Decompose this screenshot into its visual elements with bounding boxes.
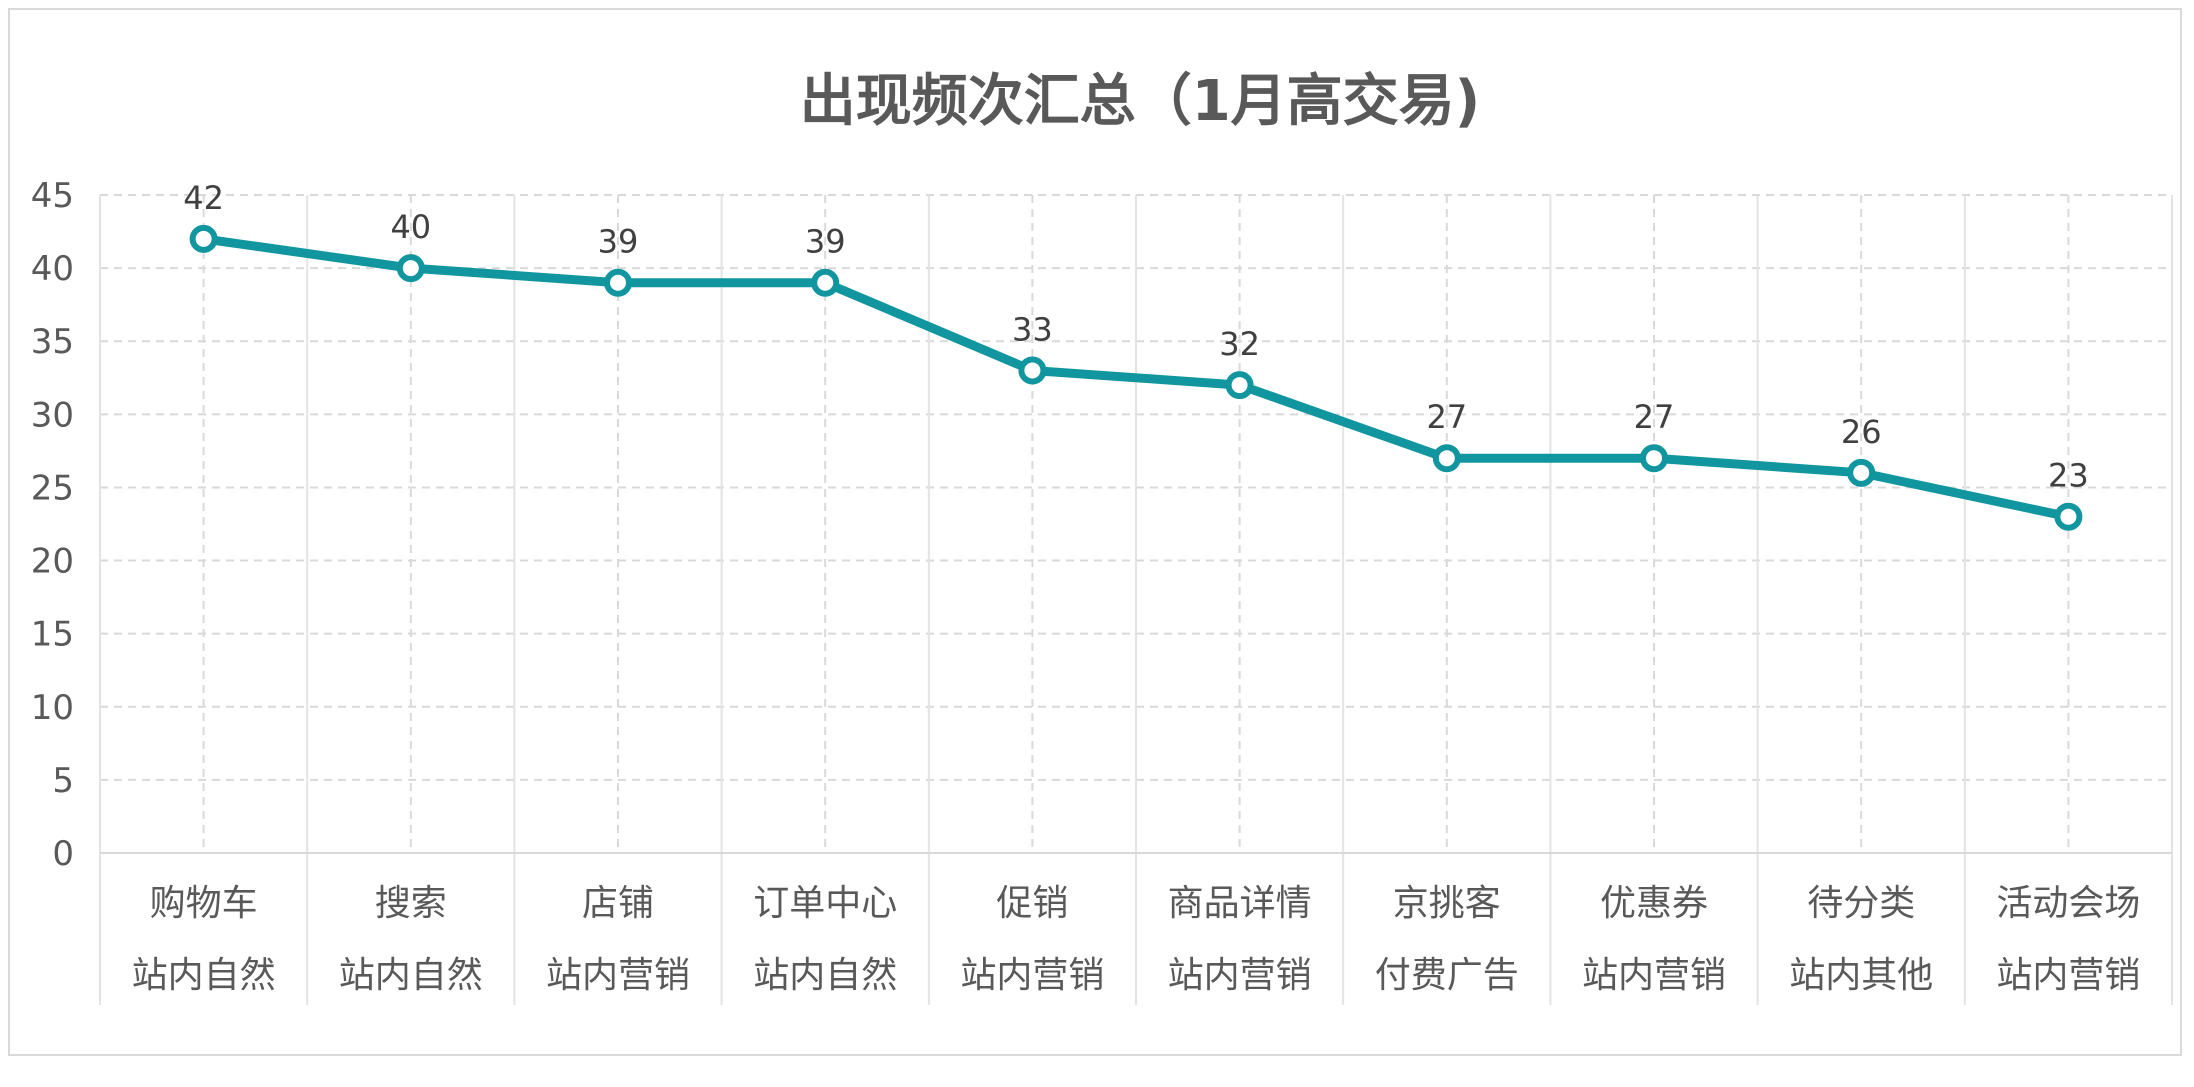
data-point [604, 268, 632, 297]
y-tick-label: 10 [31, 688, 74, 728]
x-tick-label: 活动会场 [1996, 883, 2140, 924]
data-point [811, 268, 840, 297]
x-tick-label: 站内自然 [132, 955, 276, 996]
data-label: 39 [805, 223, 846, 261]
grid [99, 194, 2173, 1005]
y-tick-label: 0 [52, 834, 74, 874]
x-tick-label: 站内自然 [339, 955, 483, 996]
x-tick-label: 站内营销 [1582, 955, 1726, 996]
data-point [2054, 502, 2083, 531]
data-label: 27 [1426, 398, 1467, 436]
x-tick-label: 站内自然 [753, 955, 897, 996]
data-label: 39 [598, 223, 639, 261]
x-tick-label: 优惠券 [1600, 883, 1708, 924]
series-line [199, 234, 2073, 522]
y-tick-label: 40 [31, 249, 74, 289]
y-tick-label: 20 [31, 542, 74, 582]
x-tick-label: 店铺 [582, 883, 654, 924]
data-point [1432, 444, 1461, 473]
y-tick-label: 35 [31, 322, 74, 362]
y-tick-label: 15 [31, 615, 74, 655]
y-tick-label: 5 [52, 761, 74, 801]
x-tick-label: 站内营销 [960, 955, 1104, 996]
x-tick-label: 订单中心 [753, 883, 897, 924]
data-label: 40 [390, 208, 431, 246]
series [189, 224, 2083, 531]
y-tick-label: 45 [31, 176, 74, 216]
data-point [1640, 444, 1668, 473]
x-tick-label: 京挑客 [1393, 883, 1501, 924]
chart-frame [8, 8, 2182, 1056]
x-tick-label: 待分类 [1807, 883, 1915, 924]
x-tick-label: 站内营销 [546, 955, 690, 996]
data-point [189, 224, 218, 253]
data-point [1018, 356, 1047, 385]
data-label: 32 [1219, 325, 1260, 363]
x-tick-label: 搜索 [375, 883, 447, 924]
y-tick-label: 30 [31, 395, 74, 435]
data-label: 42 [183, 179, 224, 217]
data-point [1225, 371, 1254, 400]
data-label: 27 [1634, 398, 1675, 436]
x-tick-label: 促销 [996, 883, 1068, 924]
data-point [1847, 458, 1876, 487]
y-tick-label: 25 [31, 468, 74, 508]
data-labels: 42 40 39 39 33 32 27 27 26 23 [183, 179, 2089, 495]
x-tick-label: 站内营销 [1996, 955, 2140, 996]
x-tick-label: 站内营销 [1168, 955, 1312, 996]
x-tick-label: 站内其他 [1789, 955, 1933, 996]
data-label: 26 [1841, 413, 1882, 451]
chart-title: 出现频次汇总（1月高交易) [800, 69, 1481, 134]
data-label: 33 [1012, 310, 1053, 348]
x-tick-label: 付费广告 [1375, 955, 1519, 996]
x-tick-label: 购物车 [150, 883, 258, 924]
data-label: 23 [2048, 457, 2089, 495]
x-tick-label: 商品详情 [1168, 883, 1312, 924]
data-point [396, 254, 425, 283]
